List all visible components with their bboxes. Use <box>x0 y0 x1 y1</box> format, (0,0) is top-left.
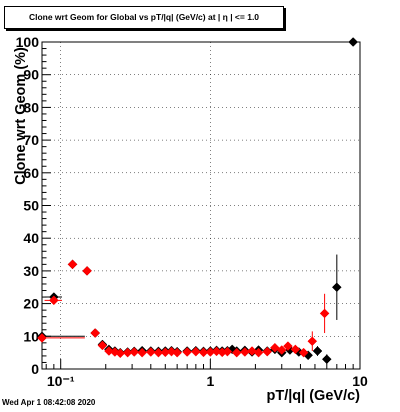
data-point <box>90 328 101 338</box>
data-point <box>115 348 126 359</box>
data-point <box>222 346 233 357</box>
data-point <box>137 347 147 358</box>
y-tick-label: 10 <box>23 328 39 344</box>
plot-frame <box>41 41 361 370</box>
data-point <box>231 347 242 358</box>
y-tick-label: 80 <box>23 99 39 115</box>
data-point <box>97 340 108 351</box>
data-point <box>276 345 287 355</box>
data-point <box>290 344 301 355</box>
tick-labels: 0 10 20 30 40 50 60 70 80 90 100 10⁻¹ 1 10 <box>16 34 368 389</box>
data-point <box>182 347 193 357</box>
data-point <box>262 346 273 357</box>
data-point <box>82 266 92 276</box>
data-point <box>67 259 78 270</box>
data-point <box>348 37 359 47</box>
data-point <box>48 295 59 306</box>
y-tick-label: 30 <box>23 263 39 279</box>
y-tick-label: 0 <box>31 361 39 377</box>
x-tick-label: 1 <box>206 373 214 389</box>
y-tick-label: 90 <box>23 67 39 83</box>
data-point <box>283 341 293 351</box>
data-point <box>253 347 264 358</box>
x-tick-label: 10 <box>352 373 368 389</box>
data-point <box>153 347 164 358</box>
x-tick-label: 10⁻¹ <box>47 373 75 389</box>
x-axis-label: pT/|q| (GeV/c) <box>266 388 360 404</box>
y-tick-label: 70 <box>23 132 39 148</box>
y-tick-label: 100 <box>16 34 40 50</box>
data-point <box>37 333 47 343</box>
data-point <box>129 347 140 357</box>
data-point <box>298 347 309 358</box>
y-axis-label: Clone wrt Geom (%) <box>13 47 29 185</box>
series-red <box>37 259 330 359</box>
axis-ticks <box>42 41 354 370</box>
data-point <box>145 347 156 357</box>
data-point <box>198 347 209 358</box>
data-point <box>307 336 318 347</box>
data-point <box>319 308 330 319</box>
data-point <box>312 346 323 356</box>
data-point <box>172 347 183 358</box>
y-tick-label: 60 <box>23 165 39 181</box>
data-point <box>247 346 257 356</box>
y-tick-label: 20 <box>23 296 39 312</box>
grid-lines <box>42 42 360 369</box>
data-point <box>331 282 342 293</box>
data-point <box>190 346 201 357</box>
y-tick-label: 50 <box>23 198 39 214</box>
y-tick-label: 40 <box>23 230 39 246</box>
data-point <box>321 354 332 365</box>
series-black <box>37 37 359 365</box>
timestamp: Wed Apr 1 08:42:08 2020 <box>2 398 96 407</box>
chart-title: Clone wrt Geom for Global vs pT/|q| (GeV… <box>4 6 284 29</box>
data-point <box>104 346 114 356</box>
